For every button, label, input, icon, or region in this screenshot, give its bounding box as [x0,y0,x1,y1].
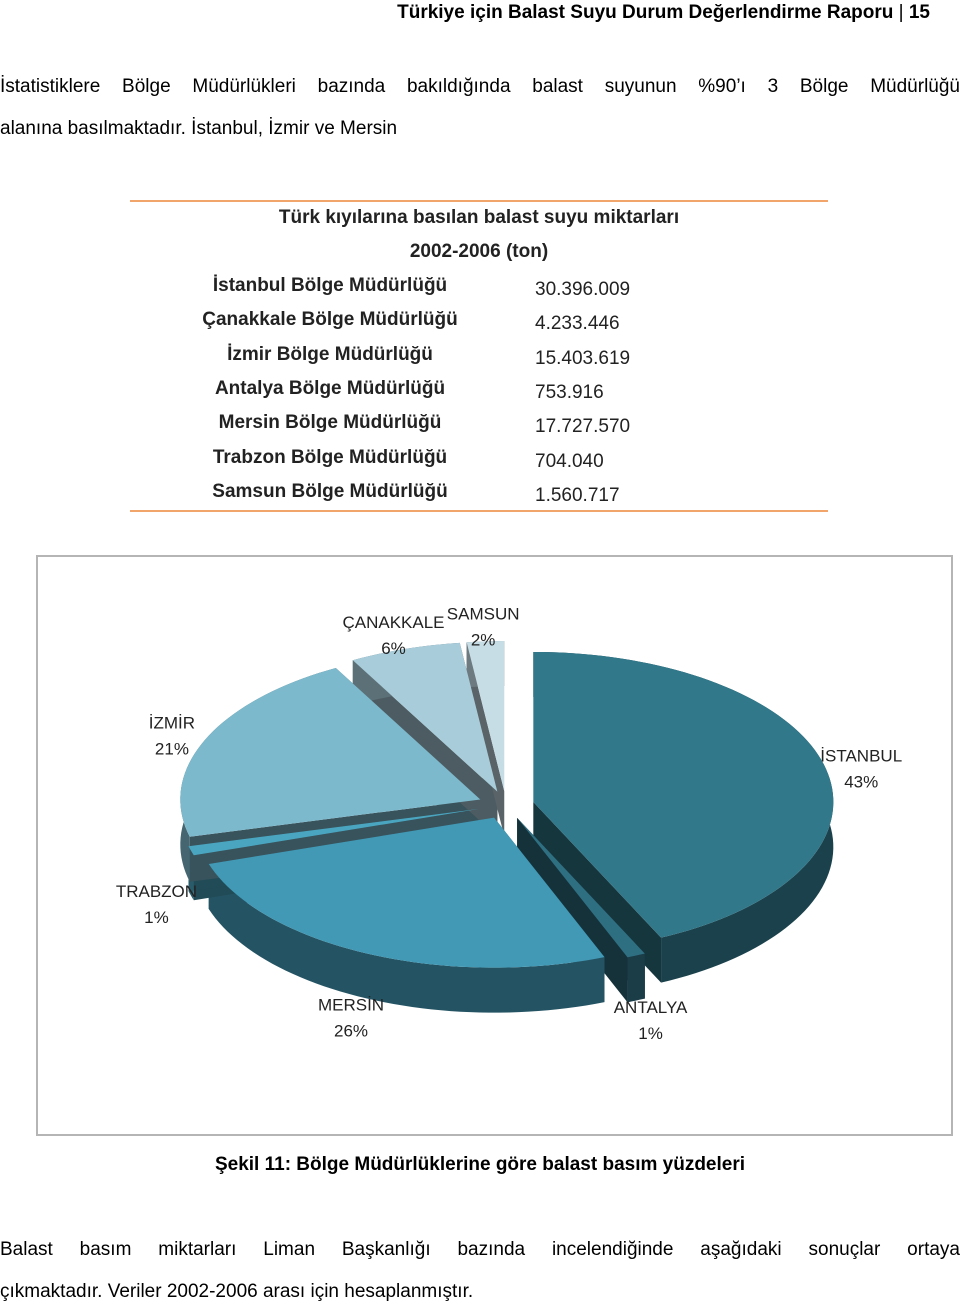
table-title: 2002-2006 (ton) [409,241,549,262]
pie-slice [466,641,505,792]
pie-slice [533,651,834,938]
row-label: İstanbul Bölge Müdürlüğü [212,275,448,296]
slice-rim [208,864,605,1013]
paragraph-line: Balast basım miktarları Liman Başkanlığı… [0,1239,960,1260]
slice-value: 2% [471,630,496,649]
slice-value: 43% [844,772,878,791]
chart: İSTANBUL 43% ANTALYA 1% MERSİN 26% TRABZON 1% İZ… [36,555,953,1136]
page-number: 15 [908,2,930,23]
paragraph-line: İstatistiklere Bölge Müdürlükleri bazınd… [0,76,960,97]
slice-value: 1% [144,908,169,927]
pie-slice [352,642,498,792]
row-value: 30.396.009 [535,279,631,300]
row-label: Antalya Bölge Müdürlüğü [214,377,446,399]
table-title: Türk kıyılarına basılan balast suyu mikt… [278,207,680,228]
row-value: 4.233.446 [535,313,620,335]
row-value: 753.916 [535,381,604,403]
slice-value: 26% [334,1022,368,1041]
row-label: Trabzon Bölge Müdürlüğü [212,446,448,468]
slice-rim [627,953,645,1003]
pie-slice [208,817,605,968]
row-value: 15.403.619 [535,347,631,369]
row-value: 1.560.717 [535,484,620,506]
row-value: 704.040 [535,450,604,472]
slice-label: TRABZON [116,882,197,901]
slice-label: İSTANBUL [820,746,902,765]
slice-label: ÇANAKKALE [342,613,444,632]
header-title: Türkiye için Balast Suyu Durum Değerlend… [397,2,894,23]
slice-value: 1% [638,1024,663,1043]
row-label: İzmir Bölge Müdürlüğü [227,343,433,365]
table-rule [130,510,828,512]
header: Türkiye için Balast Suyu Durum Değerlend… [397,2,930,23]
row-label: Çanakkale Bölge Müdürlüğü [202,309,458,331]
slice-value: 21% [155,740,189,759]
row-label: Samsun Bölge Müdürlüğü [212,480,448,502]
slice-label: SAMSUN [447,604,520,623]
paragraph-line: alanına basılmaktadır. İstanbul, İzmir v… [0,118,398,139]
pie-slice [180,667,481,837]
slice-value: 6% [381,639,406,658]
row-value: 17.727.570 [535,416,631,438]
pie-slice [188,808,480,856]
slice-label: ANTALYA [614,998,688,1017]
table-rule [130,200,828,202]
pie-slice [517,817,645,958]
caption: Şekil 11: Bölge Müdürlüklerine göre bala… [214,1154,746,1175]
row-label: Mersin Bölge Müdürlüğü [218,412,442,434]
slice-label: MERSİN [318,996,384,1015]
slice-label: İZMİR [149,714,195,733]
paragraph-line: çıkmaktadır. Veriler 2002-2006 arası içi… [0,1281,474,1302]
